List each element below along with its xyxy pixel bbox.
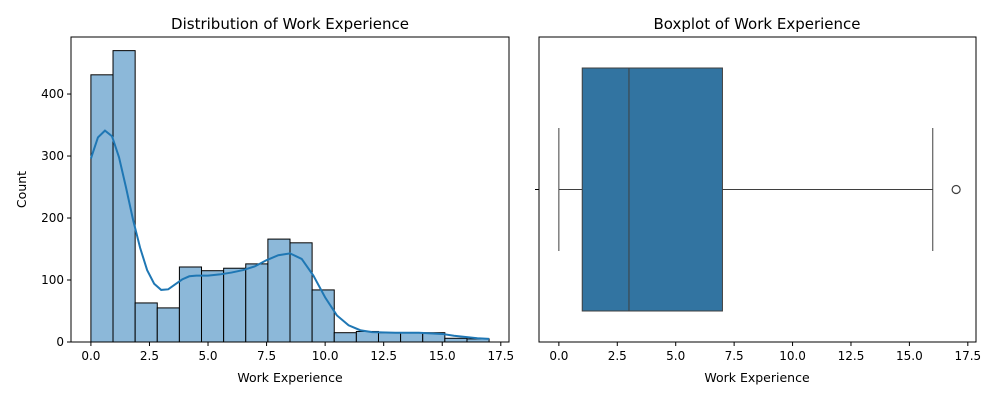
histogram-y-tick-label: 0 — [56, 335, 64, 349]
histogram-y-tick-label: 400 — [41, 87, 64, 101]
histogram-bar — [201, 270, 225, 343]
histogram-y-ticks: 0 100 200 300 400 — [41, 87, 71, 349]
boxplot-title: Boxplot of Work Experience — [653, 15, 860, 33]
boxplot-x-tick-label: 0.0 — [549, 349, 568, 363]
histogram-y-tick-label: 200 — [41, 211, 64, 225]
histogram-bar — [400, 332, 424, 343]
boxplot-x-tick-label: 17.5 — [954, 349, 981, 363]
histogram-x-tick-label: 15.0 — [429, 349, 456, 363]
histogram-x-ticks: 0.0 2.5 5.0 7.5 10.0 12.5 15.0 17.5 — [81, 342, 514, 363]
histogram-panel: 0.0 2.5 5.0 7.5 10.0 12.5 15.0 17.5 0 100 200 300 4… — [14, 15, 514, 385]
boxplot-x-tick-label: 2.5 — [608, 349, 627, 363]
boxplot-panel: 0.0 2.5 5.0 7.5 10.0 12.5 15.0 17.5 Boxplot of … — [535, 15, 981, 385]
histogram-x-tick-label: 7.5 — [257, 349, 276, 363]
histogram-bar — [377, 332, 402, 343]
histogram-x-tick-label: 0.0 — [81, 349, 100, 363]
boxplot-x-tick-label: 10.0 — [779, 349, 806, 363]
histogram-x-tick-label: 10.0 — [312, 349, 339, 363]
histogram-bar — [311, 289, 335, 343]
boxplot-x-axis-label: Work Experience — [704, 370, 810, 385]
boxplot-x-tick-label: 15.0 — [896, 349, 923, 363]
histogram-x-tick-label: 5.0 — [198, 349, 217, 363]
histogram-bar — [444, 337, 468, 343]
histogram-bar — [134, 302, 158, 343]
histogram-frame — [70, 36, 510, 343]
histogram-y-tick-label: 100 — [41, 273, 64, 287]
histogram-bar — [112, 50, 136, 343]
histogram-title: Distribution of Work Experience — [171, 15, 409, 33]
histogram-bar — [223, 267, 247, 343]
histogram-y-axis-label: Count — [14, 171, 29, 208]
histogram-bar — [156, 307, 180, 343]
kde-curve — [89, 129, 490, 340]
histogram-x-tick-label: 2.5 — [140, 349, 159, 363]
boxplot-x-tick-label: 7.5 — [725, 349, 744, 363]
histogram-y-tick-label: 300 — [41, 149, 64, 163]
histogram-bars — [90, 50, 490, 343]
histogram-x-tick-label: 17.5 — [487, 349, 514, 363]
histogram-x-tick-label: 12.5 — [370, 349, 397, 363]
boxplot-x-tick-label: 12.5 — [838, 349, 865, 363]
histogram-bar — [90, 74, 114, 343]
histogram-x-axis-label: Work Experience — [237, 370, 343, 385]
boxplot-x-ticks: 0.0 2.5 5.0 7.5 10.0 12.5 15.0 17.5 — [549, 342, 981, 363]
boxplot-x-tick-label: 5.0 — [666, 349, 685, 363]
boxplot-elements — [558, 67, 961, 312]
histogram-bar — [245, 263, 269, 343]
boxplot-outlier — [951, 184, 961, 195]
histogram-bar — [333, 332, 357, 343]
boxplot-box — [581, 67, 723, 312]
